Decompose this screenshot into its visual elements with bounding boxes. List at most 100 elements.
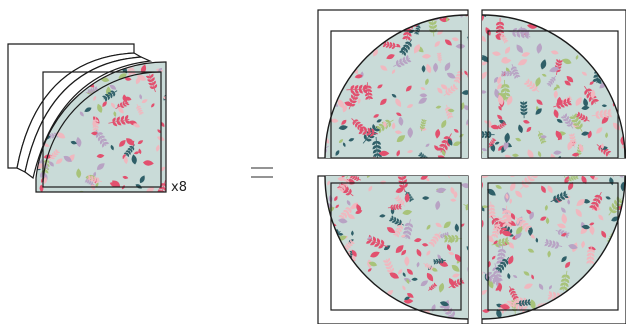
leaf-icon [407,32,412,37]
leaf-icon [561,213,567,225]
leaf-icon [367,268,372,272]
leaf-icon [453,190,458,199]
leaf-icon [505,237,508,242]
leaf-icon [496,260,501,264]
leaf-icon [353,178,357,181]
sprig-icon [49,148,61,161]
leaf-icon [394,197,398,200]
sprig-icon [500,32,509,44]
leaf-icon [349,208,352,214]
leaf-icon [349,250,352,253]
leaf-icon [421,243,429,247]
leaf-icon [570,121,573,126]
leaf-icon [376,119,382,123]
leaf-icon [505,193,509,200]
leaf-icon [435,187,447,194]
leaf-icon [460,183,468,189]
leaf-icon [118,106,124,114]
leaf-icon [556,119,563,123]
sprig-icon [428,282,438,291]
leaf-icon [358,130,363,135]
leaf-icon [84,180,88,183]
leaf-icon [605,196,611,200]
leaf-icon [449,236,453,244]
leaf-icon [567,199,571,205]
sprig-icon [516,299,531,307]
leaf-icon [148,82,154,86]
leaf-icon [601,230,607,238]
leaf-icon [432,283,434,287]
leaf-icon [455,238,459,243]
leaf-icon [603,150,606,155]
leaf-icon [523,184,530,188]
fabric-outline [35,61,167,193]
leaf-icon [618,169,622,175]
leaf-icon [571,152,580,157]
leaf-icon [482,290,488,295]
leaf-icon [409,42,412,48]
leaf-icon [418,27,420,31]
leaf-icon [374,166,381,176]
leaf-icon [50,154,52,159]
leaf-icon [145,75,151,79]
leaf-icon [125,150,130,153]
leaf-icon [428,266,431,270]
leaf-icon [560,278,566,282]
leaf-icon [139,112,142,116]
leaf-icon [138,148,142,155]
leaf-icon [464,70,468,76]
leaf-icon [578,116,582,119]
leaf-icon [509,73,512,77]
leaf-icon [547,185,553,194]
leaf-icon [444,311,451,315]
leaf-icon [461,90,468,95]
leaf-icon [378,244,384,249]
leaf-icon [349,188,352,194]
leaf-icon [420,176,429,180]
leaf-icon [112,180,121,187]
leaf-icon [504,40,506,44]
leaf-icon [425,263,429,265]
leaf-icon [329,0,335,5]
arc-template-inner [24,56,153,180]
leaf-icon [402,230,408,234]
leaf-icon [177,81,182,87]
leaf-icon [564,286,568,292]
leaf-icon [515,190,523,198]
leaf-icon [444,39,452,46]
leaf-icon [505,260,509,265]
leaf-icon [499,123,502,127]
leaf-icon [557,96,562,106]
leaf-icon [510,291,513,296]
leaf-icon [477,134,482,139]
leaf-icon [136,106,139,110]
leaf-icon [440,233,442,237]
leaf-icon [593,74,599,78]
leaf-icon [559,286,565,290]
leaf-icon [124,96,132,101]
quarter-circle-arc [324,14,469,159]
leaf-icon [137,105,141,108]
leaf-icon [571,167,575,172]
leaf-icon [450,85,453,90]
sprig-icon [561,158,577,177]
leaf-icon [338,125,348,131]
leaf-icon [158,67,163,72]
leaf-icon [435,258,439,262]
sprig-icon [443,83,459,97]
leaf-icon [56,151,61,154]
leaf-icon [557,223,566,229]
leaf-icon [490,274,496,278]
leaf-icon [492,278,496,285]
leaf-icon [523,101,528,105]
leaf-icon [48,161,54,167]
leaf-icon [514,75,517,79]
leaf-icon [568,134,573,137]
leaf-icon [497,93,507,99]
leaf-icon [372,145,377,150]
leaf-icon [473,149,475,154]
leaf-icon [563,170,566,174]
leaf-icon [556,241,559,246]
leaf-icon [504,70,507,74]
leaf-icon [86,178,88,182]
